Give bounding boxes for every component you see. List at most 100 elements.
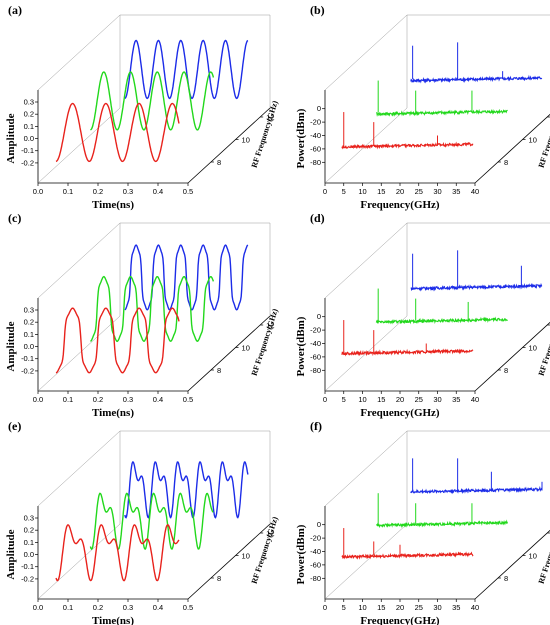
x-tick-label: 0.3 (123, 603, 133, 612)
x-axis-title: Frequency(GHz) (360, 615, 440, 625)
x-tick-label: 35 (452, 395, 460, 404)
y-tick-label: -0.2 (21, 574, 34, 583)
back-frame-line (324, 107, 408, 184)
x-tick-label: 20 (396, 395, 404, 404)
back-frame-line (37, 14, 121, 91)
panel-c: (c) 0.0 0.1 0.2 0.3 0.4 0.5 0.3 0.2 0.1 0.0 -0.1 -0.… (5, 211, 280, 419)
z-tick-label: 8 (217, 158, 221, 167)
z-axis-title: RF Frequency(GHz) (250, 307, 280, 377)
x-tick-label: 0 (323, 187, 327, 196)
y-tick-label: 0.3 (24, 514, 34, 523)
x-tick-label: 30 (433, 603, 441, 612)
x-tick-label: 25 (415, 603, 423, 612)
y-tick-label: -80 (310, 574, 321, 583)
x-tick-label: 0.0 (33, 187, 43, 196)
panel-f: (f)05101520253035400-20-40-60-8081012Fre… (295, 419, 550, 625)
series-10ghz-noise (376, 108, 508, 117)
z-tick-label: 10 (529, 344, 537, 353)
panel-label: (e) (8, 419, 21, 433)
x-tick-label: 5 (342, 187, 346, 196)
z-axis-line (187, 315, 271, 392)
back-frame-line (324, 14, 408, 91)
y-tick-label: 0.3 (24, 98, 34, 107)
x-tick-label: 20 (396, 187, 404, 196)
z-tick-label: 10 (242, 136, 250, 145)
panel-d: (d)05101520253035400-20-40-60-8081012Fre… (295, 211, 550, 419)
z-tick-label: 8 (217, 366, 221, 375)
x-tick-label: 20 (396, 603, 404, 612)
x-tick-label: 0.0 (33, 603, 43, 612)
series-12ghz-noise (410, 485, 543, 495)
x-tick-label: 0.5 (183, 603, 193, 612)
x-tick-label: 25 (415, 395, 423, 404)
back-frame-line (37, 523, 121, 600)
y-tick-label: -60 (310, 352, 321, 361)
y-tick-label: 0.1 (24, 538, 34, 547)
series-10ghz-noise (375, 519, 509, 529)
back-frame-line (37, 222, 121, 299)
y-tick-label: 0.0 (24, 134, 34, 143)
y-axis-title: Amplitude (5, 321, 17, 371)
y-tick-label: -60 (310, 560, 321, 569)
x-tick-label: 35 (452, 187, 460, 196)
back-frame-line (324, 523, 408, 600)
y-tick-label: -0.2 (21, 366, 34, 375)
back-frame-line (37, 430, 121, 507)
y-tick-label: 0.0 (24, 550, 34, 559)
y-tick-label: -60 (310, 144, 321, 153)
x-tick-label: 0.3 (123, 187, 133, 196)
y-tick-label: 0.2 (24, 318, 34, 327)
y-tick-label: -0.1 (21, 562, 34, 571)
y-tick-label: 0 (317, 520, 321, 529)
y-tick-label: 0.3 (24, 306, 34, 315)
y-tick-label: -20 (310, 326, 321, 335)
y-tick-label: 0.2 (24, 110, 34, 119)
series-12ghz-noise (410, 282, 543, 292)
x-tick-label: 15 (377, 603, 385, 612)
x-axis-title: Time(ns) (92, 615, 134, 625)
z-axis-line (187, 523, 271, 600)
x-tick-label: 0.1 (63, 395, 73, 404)
series-8ghz-noise (341, 551, 474, 560)
z-axis-title: RF Frequency(GHz) (537, 307, 550, 377)
y-tick-label: -80 (310, 158, 321, 167)
x-tick-label: 0 (323, 395, 327, 404)
x-tick-label: 30 (433, 395, 441, 404)
z-tick-label: 12 (266, 321, 274, 330)
x-tick-label: 0.1 (63, 603, 73, 612)
y-tick-label: -0.2 (21, 158, 34, 167)
y-tick-label: 0 (317, 104, 321, 113)
x-tick-label: 35 (452, 603, 460, 612)
series-8ghz-line (55, 307, 180, 374)
panel-label: (b) (310, 3, 325, 17)
y-axis-title: Power(dBm) (295, 316, 307, 376)
x-tick-label: 0.0 (33, 395, 43, 404)
z-tick-label: 10 (242, 552, 250, 561)
z-axis-title: RF Frequency(GHz) (537, 99, 550, 169)
x-tick-label: 0.1 (63, 187, 73, 196)
x-tick-label: 0.5 (183, 187, 193, 196)
x-tick-label: 0.2 (93, 187, 103, 196)
y-tick-label: 0.0 (24, 342, 34, 351)
series-12ghz-line (124, 244, 249, 311)
back-frame-line (324, 222, 408, 299)
z-axis-line (187, 107, 271, 184)
x-tick-label: 0.4 (153, 603, 163, 612)
z-axis-title: RF Frequency(GHz) (250, 99, 280, 169)
z-tick-label: 10 (529, 136, 537, 145)
x-axis-title: Time(ns) (92, 407, 134, 419)
z-tick-label: 8 (504, 366, 508, 375)
z-tick-label: 12 (266, 113, 274, 122)
x-tick-label: 40 (471, 603, 479, 612)
z-axis-line (474, 113, 550, 184)
back-frame-line (324, 430, 408, 507)
series-12ghz-noise (410, 74, 543, 84)
x-tick-label: 10 (358, 187, 366, 196)
y-tick-label: 0 (317, 312, 321, 321)
series-12ghz-line (124, 39, 249, 100)
y-axis-title: Amplitude (5, 529, 17, 579)
x-tick-label: 5 (342, 603, 346, 612)
y-axis-title: Power(dBm) (295, 108, 307, 168)
x-tick-label: 40 (471, 395, 479, 404)
